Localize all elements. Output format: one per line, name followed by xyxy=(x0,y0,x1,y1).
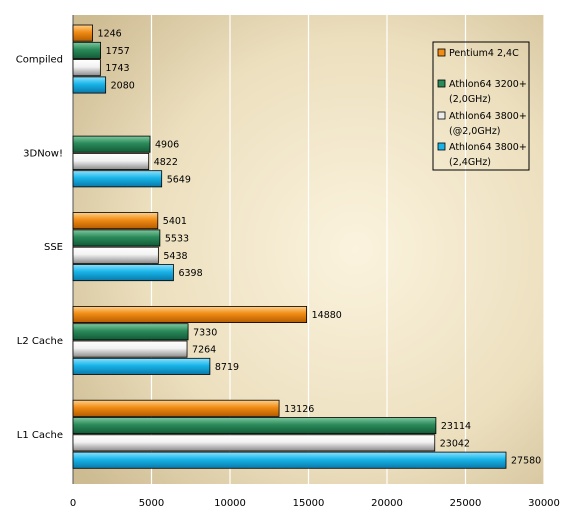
data-label: 8719 xyxy=(215,362,239,373)
legend-label: (2,0GHz) xyxy=(449,94,491,105)
x-tick-label: 0 xyxy=(70,498,76,509)
bar xyxy=(72,152,150,170)
legend: Pentium4 2,4C Athlon64 3200+ (2,0GHz) Athlo… xyxy=(432,41,530,171)
category-label: Compiled xyxy=(16,55,63,66)
data-label: 1743 xyxy=(105,63,129,74)
category-label: 3DNow! xyxy=(23,148,63,159)
x-tick-label: 30000 xyxy=(528,498,560,509)
bar xyxy=(72,41,101,59)
bar xyxy=(72,24,93,42)
legend-label: Athlon64 3800+ xyxy=(449,111,527,122)
data-label: 14880 xyxy=(312,310,342,321)
x-tick-label: 25000 xyxy=(450,498,482,509)
bar xyxy=(72,357,211,375)
legend-swatch xyxy=(437,48,446,57)
data-label: 27580 xyxy=(511,456,541,467)
data-label: 5438 xyxy=(163,251,187,262)
data-label: 4822 xyxy=(154,157,178,168)
data-label: 5649 xyxy=(167,174,191,185)
legend-swatch xyxy=(437,111,446,120)
legend-swatch xyxy=(437,79,446,88)
data-label: 6398 xyxy=(178,268,202,279)
bar xyxy=(72,59,101,77)
bar xyxy=(72,170,163,188)
legend-swatch xyxy=(437,142,446,151)
category-label: L2 Cache xyxy=(17,336,63,347)
bar xyxy=(72,323,189,341)
x-tick-label: 5000 xyxy=(139,498,164,509)
data-label: 23114 xyxy=(441,421,471,432)
data-label: 5533 xyxy=(165,234,189,245)
data-label: 4906 xyxy=(155,140,179,151)
legend-label: Athlon64 3200+ xyxy=(449,79,527,90)
x-tick-label: 20000 xyxy=(371,498,403,509)
legend-label: (2,4GHz) xyxy=(449,157,491,168)
data-label: 7264 xyxy=(192,345,216,356)
labels: 0 5000 10000 15000 20000 25000 30000 Compiled 12… xyxy=(16,29,560,509)
bar xyxy=(72,434,436,452)
bar xyxy=(72,451,507,469)
category-label: L1 Cache xyxy=(17,430,63,441)
data-label: 23042 xyxy=(440,438,470,449)
legend-label: Athlon64 3800+ xyxy=(449,142,527,153)
bar xyxy=(72,229,161,247)
legend-label: (@2,0GHz) xyxy=(449,126,501,137)
data-label: 1246 xyxy=(98,29,122,40)
bar xyxy=(72,135,151,153)
bar xyxy=(72,246,159,264)
bar xyxy=(72,340,188,358)
bar xyxy=(72,212,159,230)
data-label: 13126 xyxy=(284,404,314,415)
data-label: 2080 xyxy=(111,81,135,92)
x-tick-label: 15000 xyxy=(293,498,325,509)
bar xyxy=(72,417,437,435)
legend-label: Pentium4 2,4C xyxy=(449,48,519,59)
bar xyxy=(72,76,107,94)
data-label: 7330 xyxy=(193,327,217,338)
legend-box xyxy=(432,41,530,171)
bars xyxy=(72,24,507,469)
data-label: 5401 xyxy=(163,216,187,227)
category-label: SSE xyxy=(44,242,63,253)
bar xyxy=(72,399,280,417)
bar xyxy=(72,264,174,282)
data-label: 1757 xyxy=(106,46,130,57)
bar xyxy=(72,305,308,323)
x-tick-label: 10000 xyxy=(214,498,246,509)
